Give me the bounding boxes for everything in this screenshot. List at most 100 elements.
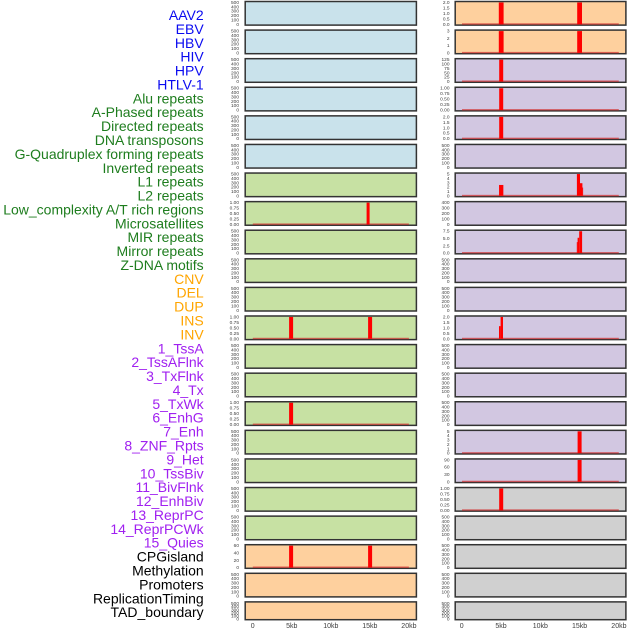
svg-text:15kb: 15kb — [572, 623, 587, 630]
svg-text:500: 500 — [231, 286, 239, 292]
svg-text:400: 400 — [231, 376, 239, 382]
svg-text:200: 200 — [231, 385, 239, 391]
svg-text:300: 300 — [231, 266, 239, 272]
svg-text:200: 200 — [231, 99, 239, 105]
svg-text:0: 0 — [236, 193, 239, 199]
svg-text:400: 400 — [231, 433, 239, 439]
svg-text:20: 20 — [234, 558, 240, 564]
svg-text:400: 400 — [231, 147, 239, 153]
svg-text:2.5: 2.5 — [443, 243, 450, 249]
svg-text:0.00: 0.00 — [230, 222, 240, 228]
svg-text:400: 400 — [441, 147, 449, 153]
svg-text:200: 200 — [441, 211, 449, 217]
svg-text:300: 300 — [441, 380, 449, 386]
svg-text:400: 400 — [231, 519, 239, 525]
svg-text:300: 300 — [231, 495, 239, 501]
svg-text:2: 2 — [447, 36, 450, 42]
svg-text:400: 400 — [231, 62, 239, 68]
svg-text:100: 100 — [231, 446, 239, 452]
svg-text:0: 0 — [236, 108, 239, 114]
svg-text:200: 200 — [231, 185, 239, 191]
svg-text:10kb: 10kb — [533, 623, 548, 630]
svg-text:0: 0 — [447, 279, 450, 285]
svg-text:200: 200 — [231, 13, 239, 19]
svg-text:1.00: 1.00 — [440, 86, 450, 92]
svg-text:500: 500 — [231, 257, 239, 263]
svg-text:100: 100 — [441, 303, 449, 309]
svg-text:400: 400 — [441, 347, 449, 353]
svg-text:2.0: 2.0 — [443, 314, 450, 320]
svg-text:100: 100 — [441, 589, 449, 595]
svg-text:3: 3 — [447, 29, 450, 35]
svg-text:300: 300 — [441, 295, 449, 301]
svg-text:400: 400 — [441, 519, 449, 525]
svg-text:400: 400 — [231, 462, 239, 468]
svg-text:HPV: HPV — [175, 63, 204, 79]
svg-text:400: 400 — [231, 4, 239, 10]
svg-text:400: 400 — [441, 548, 449, 554]
svg-text:1.0: 1.0 — [443, 325, 450, 331]
svg-text:400: 400 — [231, 576, 239, 582]
svg-text:40: 40 — [234, 550, 240, 556]
svg-text:0.0: 0.0 — [443, 251, 450, 257]
svg-text:Inverted repeats: Inverted repeats — [103, 160, 204, 176]
svg-text:100: 100 — [231, 275, 239, 281]
svg-text:100: 100 — [441, 561, 449, 567]
svg-text:0: 0 — [447, 165, 450, 171]
svg-text:500: 500 — [441, 601, 449, 607]
svg-text:0: 0 — [447, 594, 450, 600]
svg-text:0: 0 — [447, 365, 450, 371]
svg-text:1: 1 — [447, 446, 450, 452]
svg-text:300: 300 — [231, 9, 239, 15]
svg-text:0: 0 — [236, 394, 239, 400]
svg-text:400: 400 — [441, 290, 449, 296]
svg-text:5kb: 5kb — [495, 623, 506, 630]
svg-text:200: 200 — [231, 242, 239, 248]
svg-text:400: 400 — [231, 490, 239, 496]
svg-text:0.5: 0.5 — [443, 331, 450, 337]
svg-text:200: 200 — [231, 42, 239, 48]
svg-text:5: 5 — [447, 171, 450, 177]
svg-text:200: 200 — [231, 585, 239, 591]
svg-text:0.00: 0.00 — [440, 108, 450, 114]
svg-text:500: 500 — [441, 400, 449, 406]
svg-text:0.0: 0.0 — [443, 336, 450, 342]
svg-text:HBV: HBV — [175, 35, 204, 51]
svg-text:100: 100 — [231, 75, 239, 81]
svg-text:300: 300 — [231, 523, 239, 529]
svg-text:Alu repeats: Alu repeats — [133, 90, 204, 106]
svg-text:4_Tx: 4_Tx — [173, 382, 204, 398]
svg-text:500: 500 — [231, 114, 239, 120]
svg-text:100: 100 — [231, 17, 239, 23]
svg-text:100: 100 — [441, 389, 449, 395]
svg-text:0.50: 0.50 — [230, 411, 240, 417]
svg-text:300: 300 — [441, 552, 449, 558]
svg-text:0: 0 — [236, 365, 239, 371]
svg-text:400: 400 — [231, 119, 239, 125]
svg-text:0.5: 0.5 — [443, 131, 450, 137]
svg-text:200: 200 — [441, 356, 449, 362]
svg-text:200: 200 — [231, 499, 239, 505]
svg-text:100: 100 — [231, 46, 239, 52]
svg-text:100: 100 — [441, 62, 449, 68]
svg-text:200: 200 — [231, 299, 239, 305]
svg-text:0: 0 — [236, 594, 239, 600]
svg-text:5: 5 — [447, 429, 450, 435]
svg-text:0.00: 0.00 — [440, 508, 450, 514]
svg-text:400: 400 — [441, 262, 449, 268]
svg-text:CNV: CNV — [174, 271, 204, 287]
svg-text:0: 0 — [447, 222, 450, 228]
svg-text:0: 0 — [447, 50, 450, 56]
svg-text:0: 0 — [447, 479, 450, 485]
svg-text:0: 0 — [460, 623, 464, 630]
svg-text:0.00: 0.00 — [230, 422, 240, 428]
svg-text:0: 0 — [447, 422, 450, 428]
svg-text:500: 500 — [231, 0, 239, 6]
svg-text:CPGisland: CPGisland — [137, 549, 204, 565]
svg-text:400: 400 — [231, 233, 239, 239]
svg-text:300: 300 — [231, 37, 239, 43]
svg-text:2: 2 — [447, 442, 450, 448]
svg-text:0: 0 — [251, 623, 255, 630]
svg-text:300: 300 — [231, 607, 239, 613]
svg-text:0: 0 — [447, 394, 450, 400]
